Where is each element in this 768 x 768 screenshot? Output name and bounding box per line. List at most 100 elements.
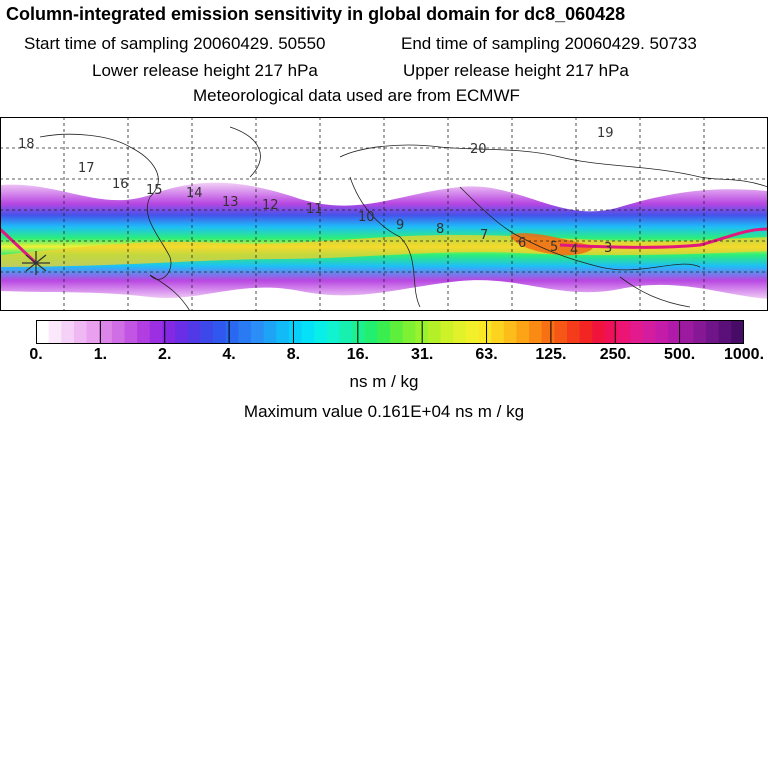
colorbar-tick-label: 500. <box>664 346 696 363</box>
colorbar-tick-label: 8. <box>286 346 301 363</box>
time-label: 17 <box>78 161 95 176</box>
colorbar-cell <box>124 320 138 344</box>
colorbar-cell <box>238 320 252 344</box>
time-label: 13 <box>222 195 239 210</box>
colorbar-cell <box>617 320 631 344</box>
colorbar-cell <box>137 320 151 344</box>
colorbar-cell <box>149 320 164 344</box>
colorbar-cell <box>390 320 404 344</box>
colorbar-cell <box>48 320 62 344</box>
colorbar-cell <box>263 320 277 344</box>
colorbar-frame <box>36 320 744 344</box>
colorbar-cell <box>427 320 442 344</box>
colorbar-tick-label: 16. <box>346 346 369 363</box>
colorbar-cell <box>503 320 518 344</box>
colorbar-tick-label: 31. <box>411 346 434 363</box>
lat-lon-grid <box>0 117 768 311</box>
time-label: 20 <box>470 142 487 157</box>
time-label: 4 <box>570 243 578 258</box>
time-label: 18 <box>18 137 35 152</box>
colorbar-cell <box>541 320 555 344</box>
time-label: 12 <box>262 198 279 213</box>
emission-sensitivity-map: 18 17 16 15 14 13 12 11 10 9 8 7 6 5 4 3… <box>0 117 768 311</box>
colorbar-cell <box>491 320 505 344</box>
colorbar-tick-label: 2. <box>158 346 172 363</box>
colorbar-tick-label: 125. <box>535 346 567 363</box>
colorbar <box>36 320 744 344</box>
colorbar-cell <box>592 320 606 344</box>
time-label: 6 <box>518 236 526 251</box>
colorbar-cell <box>402 320 416 344</box>
colorbar-cell <box>86 320 100 344</box>
sensitivity-hotspot <box>510 233 593 256</box>
colorbar-cell <box>478 320 492 344</box>
colorbar-cell <box>516 320 530 344</box>
meteorological-data-label: Meteorological data used are from ECMWF <box>193 86 520 105</box>
flight-track <box>0 227 768 265</box>
maximum-value-label: Maximum value 0.161E+04 ns m / kg <box>243 402 525 421</box>
colorbar-cell <box>630 320 644 344</box>
end-time-label: End time of sampling 20060429. 50733 <box>401 34 697 53</box>
colorbar-cell <box>175 320 189 344</box>
colorbar-cell <box>301 320 315 344</box>
time-label: 19 <box>597 126 614 141</box>
colorbar-cell <box>288 320 303 344</box>
colorbar-cell <box>111 320 126 344</box>
release-point-marker <box>22 251 50 275</box>
colorbar-cell <box>162 320 176 344</box>
colorbar-cell <box>73 320 88 344</box>
colorbar-unit-label: ns m / kg <box>349 372 419 391</box>
colorbar-cell <box>642 320 657 344</box>
colorbar-tick-label: 4. <box>222 346 236 363</box>
colorbar-cell <box>579 320 593 344</box>
colorbar-tick-label: 0. <box>29 346 43 363</box>
colorbar-cell <box>604 320 619 344</box>
colorbar-cell <box>213 320 227 344</box>
plot-title: Column-integrated emission sensitivity i… <box>6 4 626 24</box>
colorbar-cell <box>225 320 239 344</box>
colorbar-cell <box>731 320 744 344</box>
colorbar-cell <box>554 320 568 344</box>
time-label: 15 <box>146 183 163 198</box>
colorbar-cell <box>61 320 75 344</box>
time-label: 10 <box>358 210 375 225</box>
colorbar-cell <box>187 320 201 344</box>
time-label: 8 <box>436 222 444 237</box>
colorbar-cell <box>250 320 265 344</box>
colorbar-cell <box>680 320 695 344</box>
colorbar-cell <box>465 320 480 344</box>
start-time-label: Start time of sampling 20060429. 50550 <box>24 34 326 53</box>
colorbar-tick-label: 1. <box>93 346 108 363</box>
time-label: 16 <box>112 177 129 192</box>
time-label: 3 <box>604 241 612 256</box>
colorbar-cell <box>99 320 113 344</box>
time-label: 9 <box>396 218 404 233</box>
colorbar-cell <box>440 320 454 344</box>
colorbar-cell <box>36 320 50 344</box>
colorbar-cell <box>200 320 214 344</box>
colorbar-cell <box>529 320 543 344</box>
colorbar-cell <box>364 320 378 344</box>
colorbar-cell <box>339 320 353 344</box>
colorbar-cell <box>377 320 391 344</box>
colorbar-cell <box>693 320 707 344</box>
time-label: 5 <box>550 240 558 255</box>
colorbar-cell <box>706 320 720 344</box>
colorbar-cell <box>453 320 467 344</box>
time-label: 11 <box>306 202 323 217</box>
colorbar-cell <box>655 320 669 344</box>
colorbar-cell <box>718 320 732 344</box>
colorbar-cell <box>668 320 682 344</box>
colorbar-cell <box>567 320 581 344</box>
colorbar-tick-label: 250. <box>599 346 631 363</box>
lower-release-height-label: Lower release height 217 hPa <box>92 61 318 80</box>
colorbar-cell <box>352 320 366 344</box>
colorbar-tick-label: 63. <box>475 346 498 363</box>
trajectory-time-labels: 18 17 16 15 14 13 12 11 10 9 8 7 6 5 4 3… <box>18 126 614 258</box>
colorbar-cell <box>326 320 341 344</box>
colorbar-cell <box>314 320 328 344</box>
colorbar-cell <box>276 320 290 344</box>
upper-release-height-label: Upper release height 217 hPa <box>403 61 629 80</box>
time-label: 7 <box>480 228 488 243</box>
colorbar-tick-label: 1000. <box>723 346 765 363</box>
